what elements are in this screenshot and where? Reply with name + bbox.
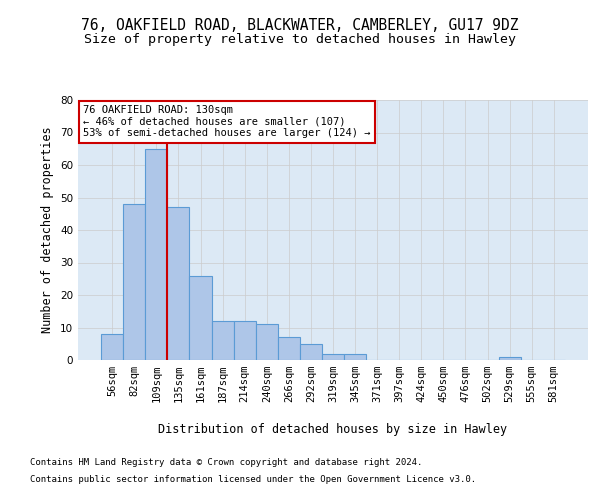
Text: Contains public sector information licensed under the Open Government Licence v3: Contains public sector information licen… bbox=[30, 474, 476, 484]
Text: Distribution of detached houses by size in Hawley: Distribution of detached houses by size … bbox=[158, 422, 508, 436]
Bar bbox=[344, 354, 366, 360]
Bar bbox=[167, 207, 190, 360]
Bar bbox=[256, 324, 278, 360]
Bar bbox=[123, 204, 145, 360]
Bar bbox=[145, 149, 167, 360]
Bar bbox=[278, 337, 300, 360]
Text: 76 OAKFIELD ROAD: 130sqm
← 46% of detached houses are smaller (107)
53% of semi-: 76 OAKFIELD ROAD: 130sqm ← 46% of detach… bbox=[83, 105, 371, 138]
Bar bbox=[322, 354, 344, 360]
Bar bbox=[101, 334, 123, 360]
Bar bbox=[300, 344, 322, 360]
Bar bbox=[499, 357, 521, 360]
Text: Contains HM Land Registry data © Crown copyright and database right 2024.: Contains HM Land Registry data © Crown c… bbox=[30, 458, 422, 467]
Bar bbox=[233, 321, 256, 360]
Text: Size of property relative to detached houses in Hawley: Size of property relative to detached ho… bbox=[84, 32, 516, 46]
Y-axis label: Number of detached properties: Number of detached properties bbox=[41, 126, 55, 334]
Bar bbox=[190, 276, 212, 360]
Bar bbox=[212, 321, 233, 360]
Text: 76, OAKFIELD ROAD, BLACKWATER, CAMBERLEY, GU17 9DZ: 76, OAKFIELD ROAD, BLACKWATER, CAMBERLEY… bbox=[81, 18, 519, 32]
